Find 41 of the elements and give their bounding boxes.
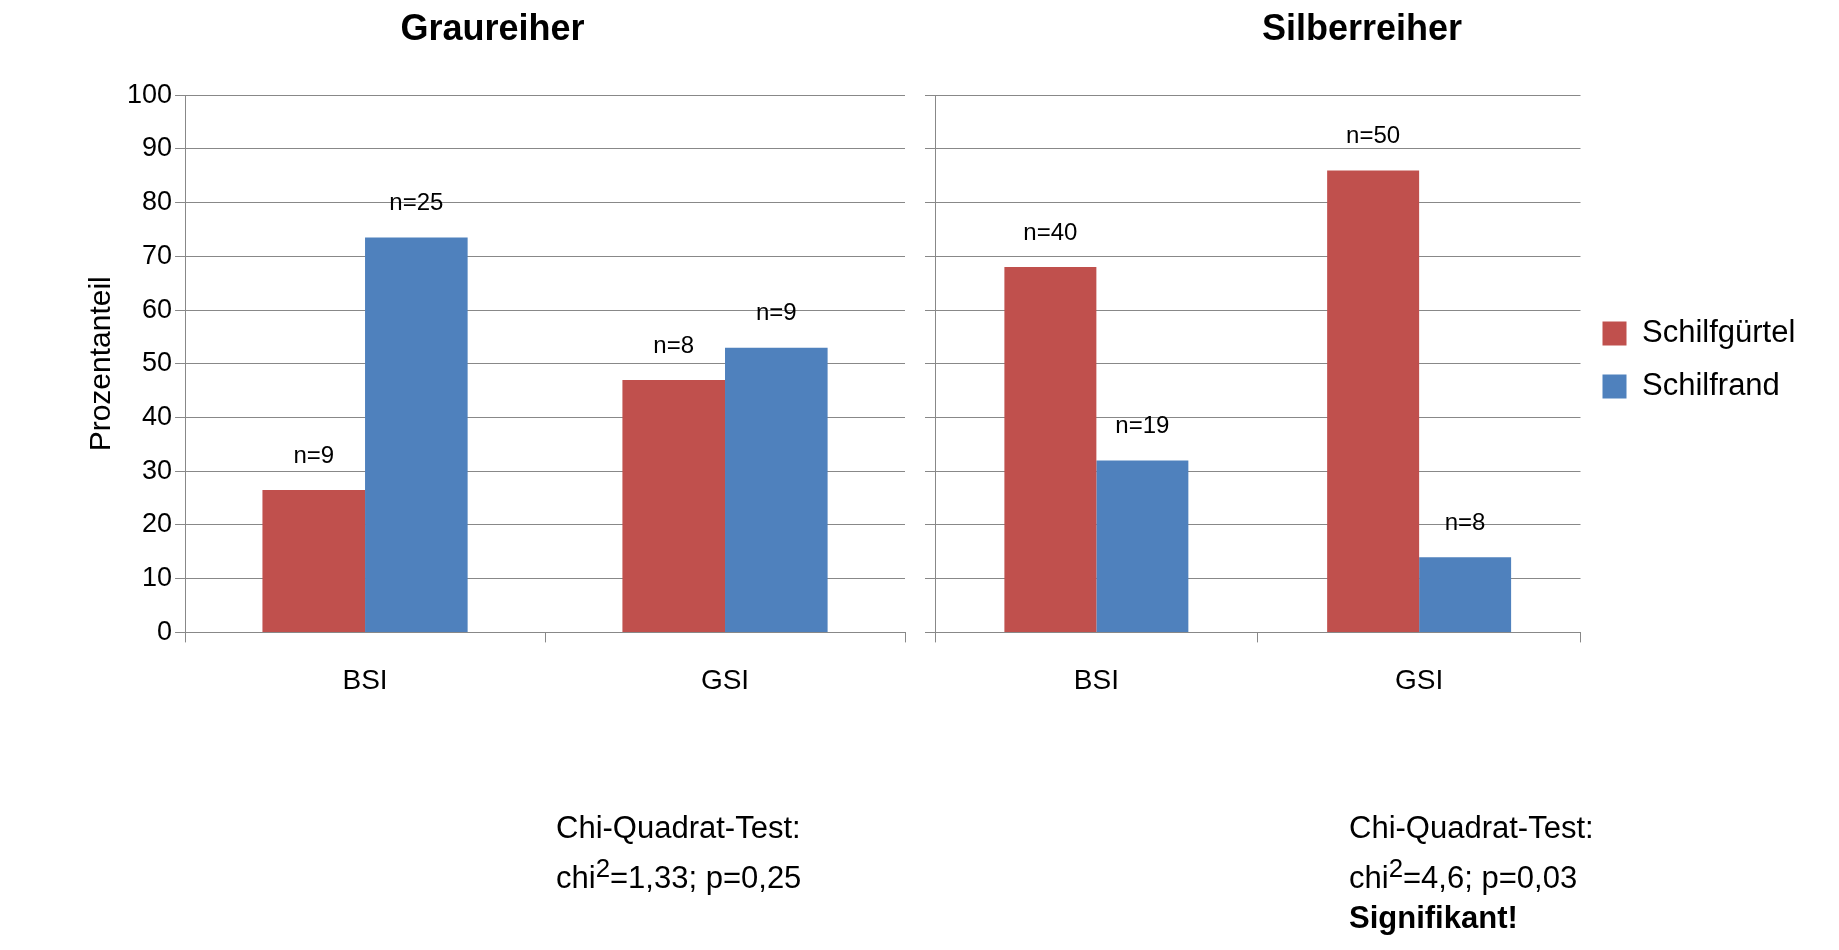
text: chi$^{2}$=4,6; p=0,03	[1349, 853, 1579, 898]
x-tick-label: BSI	[342, 663, 388, 695]
annotation: n=8	[653, 330, 695, 358]
chart-title: Graureiher	[400, 6, 585, 48]
annotation: n=9	[755, 298, 797, 326]
y-axis-title: Prozentanteil	[83, 276, 117, 452]
annotation: n=40	[1023, 217, 1078, 245]
y-tick-label: 60	[142, 293, 173, 324]
annotation: n=9	[293, 440, 335, 468]
y-tick-label: 80	[142, 186, 173, 217]
bar	[1327, 170, 1420, 632]
bar	[1004, 267, 1097, 632]
y-tick-label: 0	[157, 615, 173, 646]
text: Chi-Quadrat-Test:	[556, 809, 802, 847]
x-tick-label: BSI	[1073, 663, 1119, 695]
bar	[365, 237, 468, 632]
bar	[622, 379, 726, 632]
bar	[1419, 557, 1512, 632]
annotation: n=50	[1346, 121, 1401, 149]
annotation: n=19	[1115, 411, 1170, 439]
legend-label: Schilfgürtel	[1642, 314, 1796, 350]
text: Signifikant!	[1349, 899, 1519, 938]
x-tick-label: GSI	[700, 663, 750, 695]
y-tick-label: 10	[142, 562, 173, 593]
y-tick-label: 30	[142, 454, 173, 485]
bar	[725, 347, 828, 632]
bar	[262, 490, 366, 632]
y-tick-label: 100	[126, 78, 173, 109]
text: chi$^{2}$=1,33; p=0,25	[556, 853, 802, 898]
x-tick-label: GSI	[1395, 663, 1444, 695]
text: Chi-Quadrat-Test:	[1349, 809, 1594, 847]
y-tick-label: 20	[142, 508, 173, 539]
annotation: n=25	[389, 188, 444, 216]
annotation: n=8	[1444, 507, 1486, 535]
chart-title: Silberreiher	[1261, 6, 1463, 48]
y-tick-label: 70	[142, 239, 173, 270]
y-tick-label: 40	[142, 400, 173, 431]
y-tick-label: 90	[142, 132, 173, 163]
legend-label: Schilfrand	[1642, 367, 1780, 403]
bar	[1096, 460, 1189, 632]
y-tick-label: 50	[142, 347, 173, 378]
